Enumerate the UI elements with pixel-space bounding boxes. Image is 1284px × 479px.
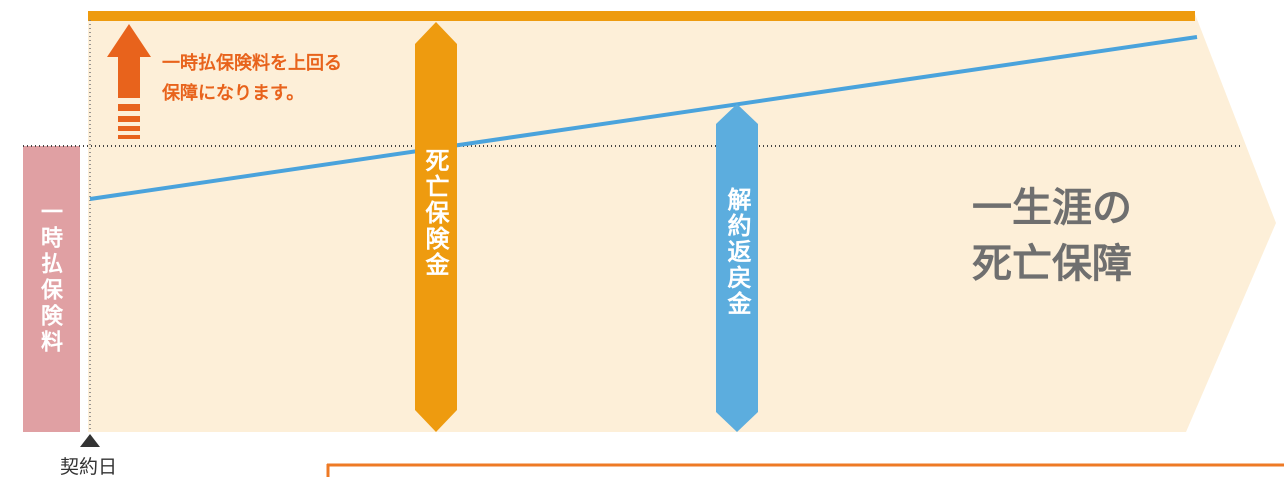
surrender-value-label: 解約返戻金 bbox=[723, 187, 751, 317]
coverage-area bbox=[88, 14, 1276, 432]
death-benefit-label: 死亡保険金 bbox=[421, 148, 449, 278]
arrow-up-stripe bbox=[118, 104, 140, 111]
premium-label: 一時払保険料 bbox=[37, 200, 62, 356]
coverage-note-line: 一時払保険料を上回る bbox=[162, 53, 342, 74]
arrow-up-stripe bbox=[118, 116, 140, 122]
surrender-value-line bbox=[89, 35, 1198, 201]
coverage-top-bar bbox=[88, 11, 1195, 21]
surrender-value-bar bbox=[716, 104, 758, 432]
lifetime-heading-line: 死亡保障 bbox=[972, 241, 1132, 287]
triangle-up-icon bbox=[80, 434, 100, 447]
lifetime-heading-line: 一生涯の bbox=[972, 185, 1132, 231]
coverage-note: 一時払保険料を上回る 保障になります。 bbox=[162, 49, 342, 109]
arrow-up-stripe bbox=[118, 126, 140, 131]
lifetime-coverage-heading: 一生涯の 死亡保障 bbox=[972, 180, 1132, 292]
arrow-up-stripe bbox=[118, 135, 140, 139]
premium-block bbox=[23, 146, 80, 432]
arrow-up-icon bbox=[107, 24, 151, 139]
coverage-note-line: 保障になります。 bbox=[162, 83, 305, 104]
arrow-up-head bbox=[107, 24, 151, 98]
contract-date-label: 契約日 bbox=[60, 456, 118, 478]
death-benefit-bar bbox=[415, 22, 457, 432]
